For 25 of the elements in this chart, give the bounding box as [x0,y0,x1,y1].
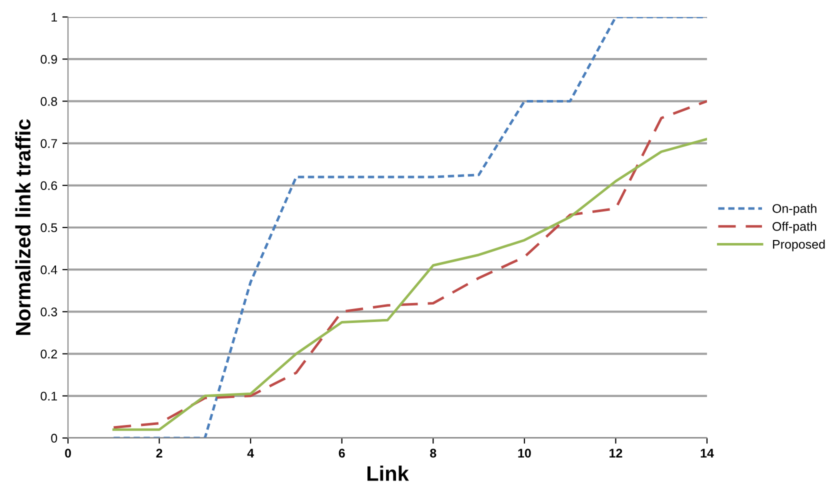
y-tick-label: 0.3 [40,308,58,316]
x-tick-label: 14 [700,448,714,458]
x-tick-label: 0 [65,448,71,458]
x-tick-label: 12 [610,448,622,458]
y-tick-label: 0.9 [40,54,57,64]
line-series [112,17,707,438]
x-tick-label: 4 [247,448,254,458]
x-tick-label: 6 [338,448,345,458]
legend-label: Proposed [773,240,825,252]
legend-label: On-path [772,204,816,216]
y-tick-label: 0.4 [40,265,58,274]
y-tick-label: 0.2 [40,350,57,358]
y-tick-label: 1 [52,12,57,22]
x-axis-title: Link [367,466,409,481]
x-tick-label: 10 [518,448,531,458]
legend-label: Off-path [772,222,816,234]
y-tick-label: 0 [51,434,58,443]
y-axis-title: Normalized link traffic [15,119,31,335]
x-tick-label: 2 [156,448,162,458]
y-tick-label: 0.8 [40,97,58,106]
y-tick-label: 0.7 [40,139,57,148]
y-tick-label: 0.1 [40,392,57,401]
y-tick-label: 0.6 [40,181,58,190]
x-tick-label: 8 [430,448,436,458]
y-tick-label: 0.5 [40,223,58,232]
